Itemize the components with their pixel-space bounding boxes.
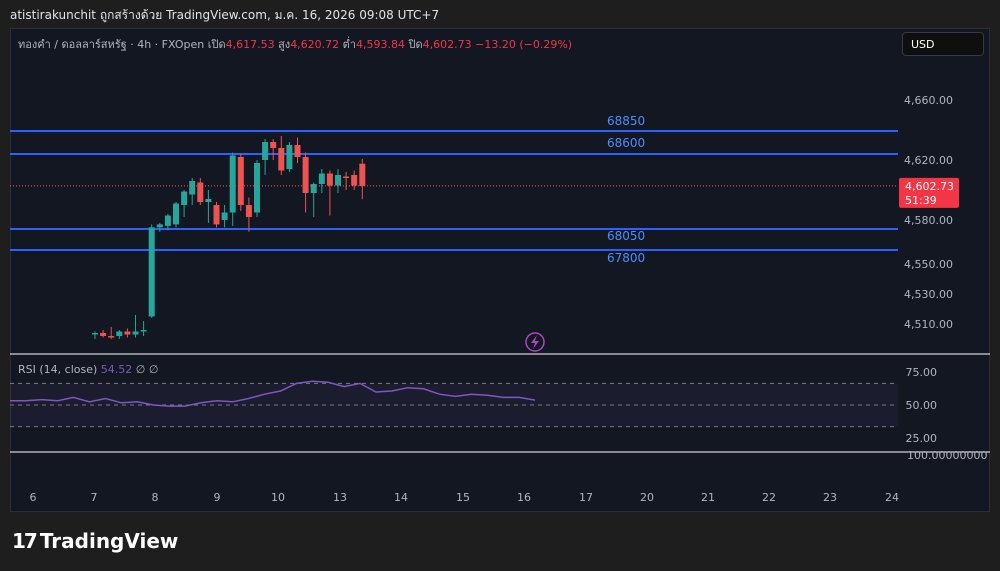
- candle-body: [326, 173, 333, 186]
- publisher-line: atistirakunchit ถูกสร้างด้วย TradingView…: [10, 8, 440, 22]
- candle-body: [278, 148, 285, 171]
- price-tick-label: 4,510.00: [904, 318, 953, 331]
- symbol-legend: ทองคำ / ดอลลาร์สหรัฐ · 4h · FXOpen เปิด4…: [18, 35, 572, 53]
- price-tick-label: 4,660.00: [904, 94, 953, 107]
- candle-body: [221, 212, 228, 220]
- candle-body: [124, 331, 131, 335]
- open-label: เปิด: [207, 38, 226, 51]
- time-tick-label: 13: [333, 491, 347, 504]
- currency-button[interactable]: USD: [902, 32, 984, 56]
- rsi-extra: ∅ ∅: [135, 363, 159, 376]
- candle-body: [359, 163, 366, 186]
- time-tick-label: 16: [517, 491, 531, 504]
- time-tick-label: 9: [214, 491, 221, 504]
- time-tick-label: 24: [885, 491, 899, 504]
- candle-body: [237, 157, 244, 205]
- time-tick-label: 20: [640, 491, 654, 504]
- lightning-icon-bolt: [531, 335, 539, 349]
- lightning-icon-ring: [525, 332, 545, 352]
- candle-body: [254, 163, 260, 213]
- current-price-tag: [899, 177, 959, 208]
- low-value: 4,593.84: [356, 38, 405, 51]
- tradingview-logo[interactable]: 17 TradingView: [12, 529, 178, 553]
- rsi-legend: RSI (14, close) 54.52 ∅ ∅: [18, 363, 158, 376]
- candle-body: [132, 331, 139, 335]
- close-value: 4,602.73: [422, 38, 472, 51]
- candle-body: [197, 182, 204, 202]
- time-tick-label: 8: [152, 491, 159, 504]
- candle-body: [245, 205, 252, 217]
- candle-body: [116, 331, 123, 336]
- candle-body: [302, 157, 309, 193]
- rsi-tick-label: 25.00: [906, 432, 938, 445]
- rsi-label[interactable]: RSI (14, close): [18, 363, 98, 376]
- candle-body: [229, 155, 236, 213]
- candle-body: [294, 145, 301, 157]
- candle-body: [205, 199, 212, 202]
- rsi-line: [10, 380, 536, 407]
- time-tick-label: 23: [823, 491, 837, 504]
- rsi-value: 54.52: [100, 363, 133, 376]
- candle-body: [343, 176, 350, 178]
- chart-frame[interactable]: [10, 28, 990, 512]
- candle-body: [181, 191, 188, 205]
- candle-body: [173, 203, 179, 225]
- price-level-label: 68850: [607, 114, 645, 128]
- candle-body: [108, 336, 115, 338]
- candle-body: [270, 142, 277, 148]
- time-tick-label: 15: [456, 491, 470, 504]
- symbol-name[interactable]: ทองคำ / ดอลลาร์สหรัฐ · 4h · FXOpen: [18, 38, 205, 51]
- price-tick-label: 4,530.00: [904, 288, 953, 301]
- candle-body: [286, 145, 293, 169]
- price-tick-label: 4,580.00: [904, 214, 953, 227]
- candle-body: [100, 333, 107, 336]
- rsi-tick-label: 75.00: [906, 366, 938, 379]
- time-tick-label: 14: [394, 491, 408, 504]
- change-value: −13.20 (−0.29%): [475, 38, 573, 51]
- current-price-value: 4,602.73: [905, 180, 954, 193]
- candle-body: [310, 184, 317, 193]
- price-level-label: 67800: [607, 251, 645, 265]
- price-tick-label: 4,620.00: [904, 154, 953, 167]
- candle-body: [92, 333, 98, 335]
- candle-body: [156, 224, 163, 228]
- price-level-label: 68600: [607, 136, 645, 150]
- time-tick-label: 6: [30, 491, 37, 504]
- time-tick-label: 10: [271, 491, 285, 504]
- candle-body: [318, 173, 325, 184]
- rsi-tick-label: 50.00: [906, 399, 938, 412]
- price-level-label: 68050: [607, 229, 645, 243]
- tradingview-mark-icon: 17: [12, 529, 38, 553]
- candle-body: [164, 215, 171, 226]
- bar-countdown: 51:39: [905, 194, 937, 207]
- candle-body: [262, 142, 269, 160]
- candle-body: [140, 330, 147, 332]
- open-value: 4,617.53: [225, 38, 275, 51]
- close-label: ปิด: [408, 38, 423, 51]
- price-tick-label: 4,550.00: [904, 258, 953, 271]
- lightning-icon: [525, 332, 545, 352]
- rsi-overflow-label: 100.00000000: [907, 449, 987, 462]
- candle-body: [189, 181, 196, 195]
- time-tick-label: 22: [762, 491, 776, 504]
- time-tick-label: 17: [579, 491, 593, 504]
- candle-body: [213, 205, 220, 225]
- high-label: สูง: [278, 38, 291, 51]
- candle-body: [351, 175, 358, 186]
- candle-body: [335, 175, 341, 186]
- candle-body: [148, 227, 155, 317]
- time-tick-label: 7: [91, 491, 98, 504]
- low-label: ต่ำ: [342, 38, 356, 51]
- time-tick-label: 21: [701, 491, 715, 504]
- high-value: 4,620.72: [290, 38, 340, 51]
- tradingview-wordmark: TradingView: [39, 529, 179, 553]
